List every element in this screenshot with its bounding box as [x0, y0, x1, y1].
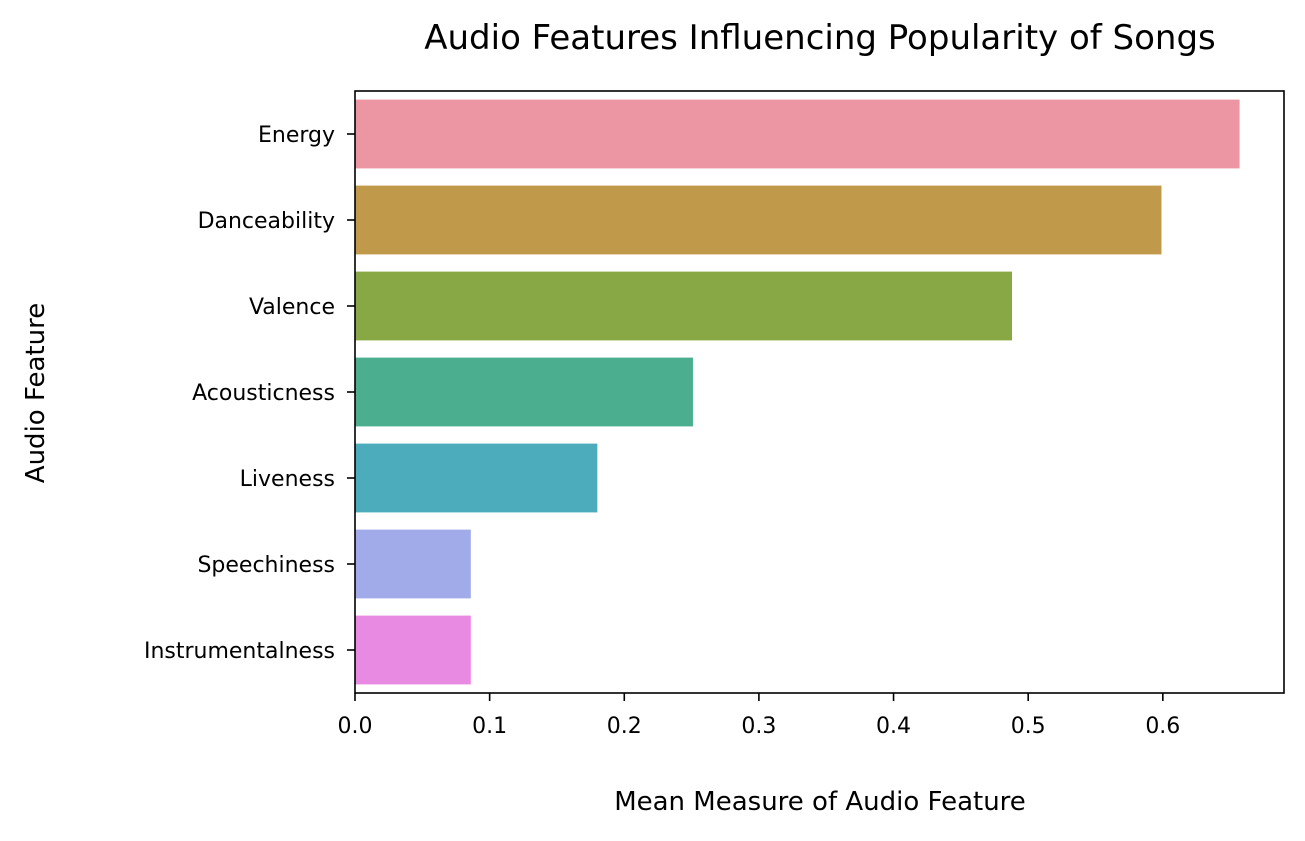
x-tick-label: 0.2	[607, 714, 642, 739]
y-axis-title: Audio Feature	[21, 303, 51, 483]
x-axis-ticks: 0.0 0.1 0.2 0.3 0.4 0.5 0.6	[338, 693, 1180, 739]
y-tick-label: Liveness	[240, 467, 335, 492]
x-tick-label: 0.3	[741, 714, 776, 739]
x-axis-title: Mean Measure of Audio Feature	[614, 787, 1026, 817]
x-tick-label: 0.6	[1145, 714, 1180, 739]
y-axis-ticks: Energy Danceability Valence Acousticness Liv…	[144, 123, 355, 664]
y-tick-label: Danceability	[198, 209, 335, 234]
x-tick-label: 0.4	[876, 714, 911, 739]
plot-frame	[354, 90, 1285, 694]
bars-layer	[355, 99, 1240, 685]
x-tick-label: 0.5	[1011, 714, 1046, 739]
bar-energy	[355, 99, 1240, 169]
bar-acousticness	[355, 357, 693, 427]
x-tick-label: 0.0	[338, 714, 373, 739]
y-tick-label: Speechiness	[197, 553, 335, 578]
y-tick-label: Acousticness	[192, 381, 335, 406]
bar-speechiness	[355, 529, 471, 599]
x-tick-label: 0.1	[472, 714, 507, 739]
bar-instrumentalness	[355, 615, 471, 685]
y-tick-label: Valence	[249, 295, 335, 320]
y-tick-label: Instrumentalness	[144, 639, 335, 664]
chart-title: Audio Features Influencing Popularity of…	[424, 18, 1216, 58]
bar-liveness	[355, 443, 598, 513]
y-tick-label: Energy	[258, 123, 335, 148]
bar-danceability	[355, 185, 1162, 255]
bar-valence	[355, 271, 1013, 341]
